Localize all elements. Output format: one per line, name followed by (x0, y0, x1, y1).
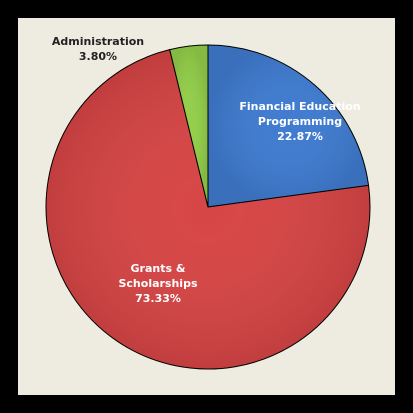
pie-slice-shade-2 (169, 45, 208, 207)
pie-slice-shade-1 (45, 49, 370, 370)
slice-label-line-2-0: Administration (52, 35, 144, 48)
slice-label-line-0-0: Financial Education (239, 100, 360, 113)
slice-value-2: 3.80% (79, 50, 117, 63)
slice-label-line-0-1: Programming (258, 115, 342, 128)
chart-frame: Financial Education Programming 22.87% Gran… (18, 18, 395, 395)
slice-label-2: Administration 3.80% (52, 35, 144, 63)
slice-value-1: 73.33% (135, 292, 181, 305)
slice-label-1: Grants & Scholarships 73.33% (118, 262, 197, 305)
slice-value-0: 22.87% (277, 130, 323, 143)
slice-label-0: Financial Education Programming 22.87% (239, 100, 360, 143)
slice-label-line-1-1: Scholarships (118, 277, 197, 290)
pie-slice-shade-0 (208, 45, 369, 207)
slice-label-line-1-0: Grants & (131, 262, 186, 275)
pie-chart: Financial Education Programming 22.87% Gran… (45, 35, 371, 370)
